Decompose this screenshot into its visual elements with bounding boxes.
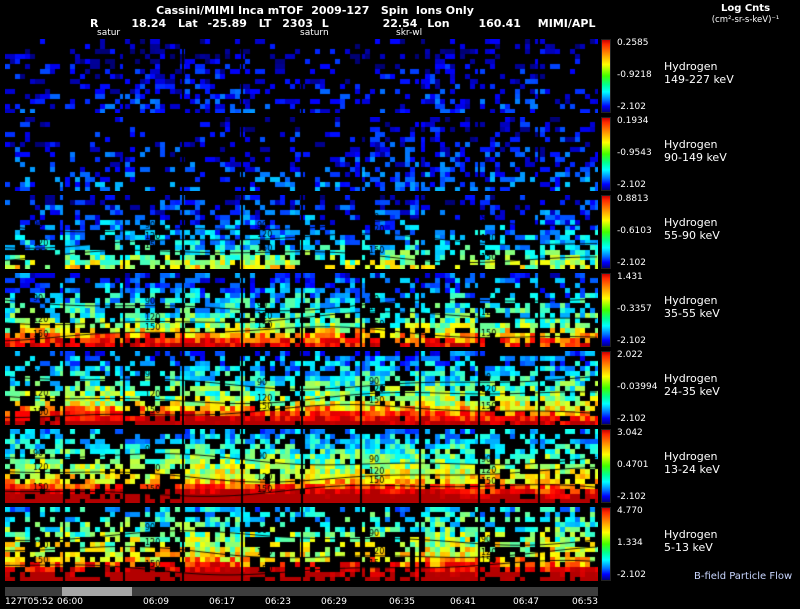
time-tick-06:29: 06:29: [321, 597, 347, 607]
colorbar-min-value: -2.102: [617, 336, 647, 346]
colorbar-max-value: 0.1934: [617, 116, 649, 126]
l-label: L: [321, 17, 329, 30]
colorbar-mid-value: 1.334: [617, 538, 643, 548]
colorbar-max-value: 4.770: [617, 506, 643, 516]
spectrogram-canvas-7: [5, 507, 598, 581]
time-tick-06:53: 06:53: [572, 597, 598, 607]
colorbar-max-value: 3.042: [617, 428, 643, 438]
energy-range: 90-149 keV: [664, 151, 727, 164]
lt-value: 2303: [282, 17, 313, 30]
energy-range: 149-227 keV: [664, 73, 734, 86]
energy-range: 24-35 keV: [664, 385, 720, 398]
colorbar-max-value: 1.431: [617, 272, 643, 282]
energy-range: 5-13 keV: [664, 541, 713, 554]
spectrogram-canvas-3: [5, 195, 598, 269]
time-tick-06:09: 06:09: [143, 597, 169, 607]
colorbar-2: [601, 117, 611, 191]
time-tick-06:47: 06:47: [513, 597, 539, 607]
colorbar-max-value: 2.022: [617, 350, 643, 360]
species-name: Hydrogen: [664, 372, 718, 385]
time-tick-06:17: 06:17: [209, 597, 235, 607]
energy-band-label: Hydrogen 35-55 keV: [664, 294, 720, 320]
spectrogram-canvas-4: [5, 273, 598, 347]
energy-band-label: Hydrogen 13-24 keV: [664, 450, 720, 476]
lon-label: Lon: [427, 17, 450, 30]
time-tick-06:00: 06:00: [57, 597, 83, 607]
colorbar-min-value: -2.102: [617, 258, 647, 268]
lt-label: LT: [258, 17, 272, 30]
page-title: Cassini/MIMI Inca mTOF 2009-127 Spin Ion…: [156, 4, 474, 17]
time-axis-gap-segment: [62, 587, 132, 596]
fov-label-satur: satur: [97, 28, 121, 38]
units-line1: Log Cnts: [720, 3, 771, 14]
time-tick-06:41: 06:41: [450, 597, 476, 607]
lat-value: -25.89: [207, 17, 247, 30]
units-line2: (cm²-sr-s-keV)⁻¹: [711, 15, 780, 25]
org-label: MIMI/APL: [537, 17, 596, 30]
energy-band-label: Hydrogen 5-13 keV: [664, 528, 718, 554]
spectrogram-canvas-1: [5, 39, 598, 113]
spectrogram-canvas-5: [5, 351, 598, 425]
colorbar-max-value: 0.2585: [617, 38, 649, 48]
r-label: R: [90, 17, 99, 30]
spectrogram-row-3: 0.8813 -0.6103 -2.102 Hydrogen 55-90 keV: [0, 194, 800, 272]
colorbar-1: [601, 39, 611, 113]
colorbar-min-value: -2.102: [617, 570, 647, 580]
bfield-note: B-field Particle Flow: [694, 571, 793, 582]
energy-range: 35-55 keV: [664, 307, 720, 320]
colorbar-mid-value: -0.6103: [617, 226, 652, 236]
species-name: Hydrogen: [664, 294, 718, 307]
spectrogram-canvas-2: [5, 117, 598, 191]
colorbar-mid-value: 0.4701: [617, 460, 649, 470]
lon-value: 160.41: [478, 17, 521, 30]
r-value: 18.24: [131, 17, 167, 30]
energy-band-label: Hydrogen 55-90 keV: [664, 216, 720, 242]
spectrogram-row-7: 4.770 1.334 -2.102 Hydrogen 5-13 keV: [0, 506, 800, 584]
l-value: 22.54: [382, 17, 418, 30]
colorbar-3: [601, 195, 611, 269]
fov-label-saturn: saturn: [300, 28, 329, 38]
spectrogram-row-1: 0.2585 -0.9218 -2.102 Hydrogen 149-227 keV: [0, 38, 800, 116]
time-tick-06:23: 06:23: [265, 597, 291, 607]
colorbar-mid-value: -0.03994: [617, 382, 658, 392]
time-tick-06:35: 06:35: [389, 597, 415, 607]
time-tick-127T05:52: 127T05:52: [5, 597, 54, 607]
species-name: Hydrogen: [664, 450, 718, 463]
colorbar-5: [601, 351, 611, 425]
species-name: Hydrogen: [664, 60, 718, 73]
energy-band-label: Hydrogen 149-227 keV: [664, 60, 734, 86]
colorbar-mid-value: -0.9218: [617, 70, 652, 80]
colorbar-max-value: 0.8813: [617, 194, 649, 204]
colorbar-min-value: -2.102: [617, 180, 647, 190]
species-name: Hydrogen: [664, 138, 718, 151]
ephemeris-line: R 18.24 Lat -25.89 LT 2303 L 22.54 Lon 1…: [90, 17, 595, 30]
energy-band-label: Hydrogen 24-35 keV: [664, 372, 720, 398]
lat-label: Lat: [177, 17, 198, 30]
fov-label-skr-wl: skr-wl: [396, 28, 423, 38]
time-axis-bar: [5, 587, 598, 596]
energy-band-label: Hydrogen 90-149 keV: [664, 138, 727, 164]
colorbar-mid-value: -0.9543: [617, 148, 652, 158]
colorbar-4: [601, 273, 611, 347]
colorbar-7: [601, 507, 611, 581]
spectrogram-row-4: 1.431 -0.3357 -2.102 Hydrogen 35-55 keV: [0, 272, 800, 350]
colorbar-units-label: Log Cnts (cm²-sr-s-keV)⁻¹: [693, 3, 798, 25]
colorbar-min-value: -2.102: [617, 492, 647, 502]
spectrogram-canvas-6: [5, 429, 598, 503]
spectrogram-row-5: 2.022 -0.03994 -2.102 Hydrogen 24-35 keV: [0, 350, 800, 428]
energy-range: 13-24 keV: [664, 463, 720, 476]
spectrogram-row-2: 0.1934 -0.9543 -2.102 Hydrogen 90-149 keV: [0, 116, 800, 194]
colorbar-min-value: -2.102: [617, 414, 647, 424]
colorbar-6: [601, 429, 611, 503]
colorbar-min-value: -2.102: [617, 102, 647, 112]
spectrogram-row-6: 3.042 0.4701 -2.102 Hydrogen 13-24 keV: [0, 428, 800, 506]
species-name: Hydrogen: [664, 216, 718, 229]
energy-range: 55-90 keV: [664, 229, 720, 242]
species-name: Hydrogen: [664, 528, 718, 541]
colorbar-mid-value: -0.3357: [617, 304, 652, 314]
